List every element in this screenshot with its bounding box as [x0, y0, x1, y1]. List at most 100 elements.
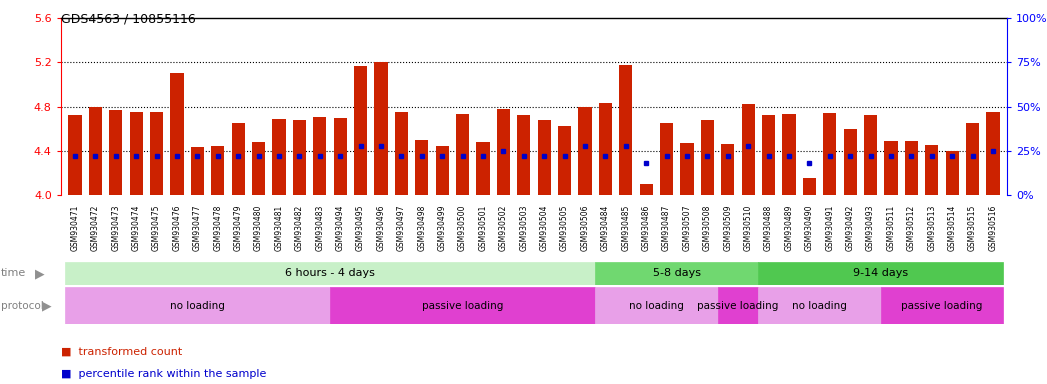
Bar: [881, 287, 1003, 324]
Text: GSM930472: GSM930472: [91, 204, 99, 251]
Text: GSM930482: GSM930482: [295, 204, 304, 251]
Bar: [717, 287, 758, 324]
Bar: [416, 140, 428, 195]
Text: time: time: [1, 268, 26, 278]
Text: passive loading: passive loading: [422, 301, 504, 311]
Text: GSM930490: GSM930490: [805, 204, 814, 251]
Bar: [517, 116, 531, 195]
Bar: [252, 142, 265, 195]
Bar: [762, 116, 775, 195]
Text: GSM930493: GSM930493: [866, 204, 875, 251]
Bar: [65, 262, 595, 285]
Bar: [595, 287, 717, 324]
Text: GSM930481: GSM930481: [274, 204, 284, 251]
Bar: [395, 112, 408, 195]
Bar: [150, 112, 163, 195]
Bar: [660, 123, 673, 195]
Bar: [89, 107, 102, 195]
Text: GSM930494: GSM930494: [336, 204, 344, 251]
Bar: [330, 287, 595, 324]
Bar: [619, 65, 632, 195]
Bar: [945, 151, 959, 195]
Text: GSM930492: GSM930492: [846, 204, 854, 251]
Bar: [436, 146, 449, 195]
Bar: [455, 114, 469, 195]
Text: GSM930498: GSM930498: [418, 204, 426, 251]
Bar: [65, 287, 330, 324]
Bar: [640, 184, 652, 195]
Text: GSM930476: GSM930476: [173, 204, 181, 251]
Bar: [926, 145, 938, 195]
Bar: [537, 120, 551, 195]
Text: GSM930483: GSM930483: [315, 204, 325, 251]
Text: GSM930497: GSM930497: [397, 204, 406, 251]
Bar: [986, 112, 1000, 195]
Text: GSM930505: GSM930505: [560, 204, 570, 251]
Text: ■  transformed count: ■ transformed count: [61, 346, 182, 356]
Text: GSM930514: GSM930514: [948, 204, 957, 251]
Text: GSM930487: GSM930487: [662, 204, 671, 251]
Text: GSM930500: GSM930500: [459, 204, 467, 251]
Text: no loading: no loading: [170, 301, 225, 311]
Bar: [68, 116, 82, 195]
Bar: [966, 123, 979, 195]
Text: passive loading: passive loading: [697, 301, 779, 311]
Bar: [721, 144, 734, 195]
Text: GSM930506: GSM930506: [580, 204, 589, 251]
Text: 5-8 days: 5-8 days: [652, 268, 700, 278]
Bar: [354, 66, 367, 195]
Bar: [191, 147, 204, 195]
Bar: [109, 110, 122, 195]
Text: 9-14 days: 9-14 days: [853, 268, 909, 278]
Text: ▶: ▶: [42, 299, 51, 312]
Bar: [595, 262, 758, 285]
Text: GSM930507: GSM930507: [683, 204, 691, 251]
Text: GSM930479: GSM930479: [233, 204, 243, 251]
Text: GSM930480: GSM930480: [254, 204, 263, 251]
Bar: [741, 104, 755, 195]
Text: GSM930516: GSM930516: [988, 204, 998, 251]
Text: ▶: ▶: [35, 267, 44, 280]
Text: GSM930501: GSM930501: [478, 204, 488, 251]
Text: GSM930474: GSM930474: [132, 204, 140, 251]
Text: GSM930511: GSM930511: [887, 204, 895, 251]
Bar: [293, 120, 306, 195]
Text: GSM930509: GSM930509: [723, 204, 732, 251]
Bar: [558, 126, 572, 195]
Text: GSM930477: GSM930477: [193, 204, 202, 251]
Text: GSM930515: GSM930515: [968, 204, 977, 251]
Text: GSM930484: GSM930484: [601, 204, 609, 251]
Text: GDS4563 / 10855116: GDS4563 / 10855116: [61, 12, 196, 25]
Bar: [496, 109, 510, 195]
Bar: [130, 112, 142, 195]
Text: GSM930478: GSM930478: [214, 204, 222, 251]
Text: GSM930496: GSM930496: [377, 204, 385, 251]
Text: GSM930504: GSM930504: [539, 204, 549, 251]
Bar: [231, 123, 245, 195]
Bar: [272, 119, 286, 195]
Bar: [700, 120, 714, 195]
Bar: [844, 129, 856, 195]
Text: GSM930499: GSM930499: [438, 204, 447, 251]
Text: GSM930503: GSM930503: [519, 204, 529, 251]
Bar: [578, 107, 592, 195]
Bar: [171, 73, 183, 195]
Bar: [313, 116, 327, 195]
Bar: [823, 113, 837, 195]
Text: GSM930502: GSM930502: [498, 204, 508, 251]
Bar: [782, 114, 796, 195]
Text: GSM930473: GSM930473: [111, 204, 120, 251]
Text: no loading: no loading: [629, 301, 684, 311]
Bar: [758, 287, 881, 324]
Bar: [803, 179, 816, 195]
Text: GSM930495: GSM930495: [356, 204, 365, 251]
Bar: [334, 118, 347, 195]
Bar: [375, 62, 387, 195]
Bar: [599, 103, 612, 195]
Text: 6 hours - 4 days: 6 hours - 4 days: [285, 268, 375, 278]
Text: no loading: no loading: [793, 301, 847, 311]
Text: GSM930491: GSM930491: [825, 204, 834, 251]
Text: GSM930471: GSM930471: [70, 204, 80, 251]
Text: passive loading: passive loading: [901, 301, 983, 311]
Bar: [758, 262, 1003, 285]
